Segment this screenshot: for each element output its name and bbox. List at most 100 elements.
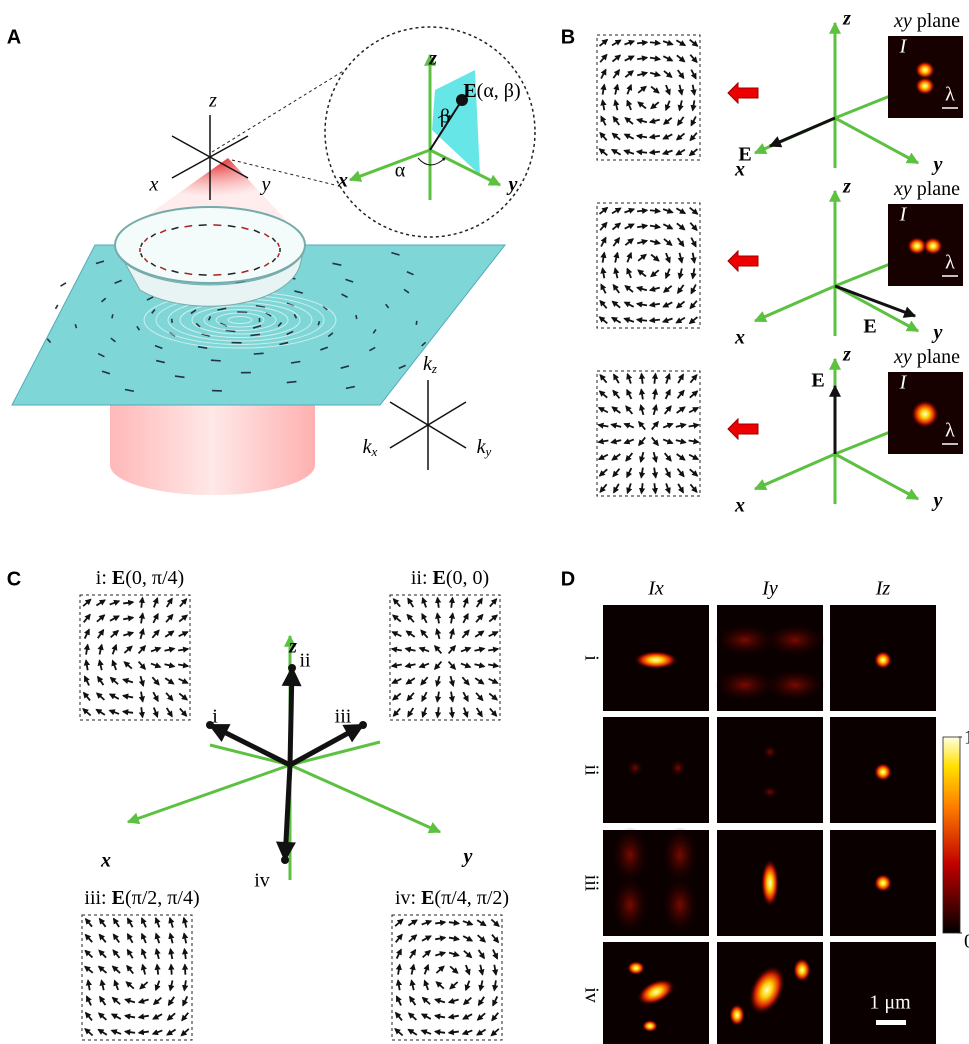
- field-arrow: [662, 438, 674, 445]
- axis-label: y: [507, 174, 518, 196]
- field-arrow: [179, 707, 188, 717]
- field-arrow: [140, 917, 147, 928]
- map-title-part: plane: [912, 346, 960, 368]
- field-arrow: [689, 38, 699, 47]
- field-arrow: [141, 932, 147, 944]
- axis-label: z: [288, 636, 297, 658]
- intensity-map: [603, 717, 709, 823]
- field-arrow: [600, 236, 607, 247]
- bowl-arrow: [140, 242, 144, 248]
- spot: [637, 978, 675, 1006]
- field-arrow: [418, 662, 430, 669]
- field-arrow: [152, 996, 162, 1006]
- field-arrow: [637, 269, 647, 278]
- field-arrow: [676, 54, 686, 63]
- arrow-tip: [281, 856, 289, 864]
- field-arrow: [448, 707, 455, 719]
- field-arrow: [599, 299, 608, 309]
- field-arrow: [109, 615, 120, 622]
- scale-symbol: λ: [945, 84, 955, 106]
- field-arrow: [600, 99, 607, 111]
- scale-label: 1 μm: [869, 992, 911, 1014]
- spot: [662, 827, 698, 883]
- field-arrow: [449, 965, 459, 974]
- inset-title-part: E: [112, 887, 125, 909]
- field-arrow: [126, 917, 134, 928]
- plane-arrow: [250, 333, 261, 337]
- field-arrow: [123, 631, 135, 638]
- field-arrow: [663, 405, 672, 415]
- field-arrow: [407, 1028, 418, 1036]
- inset-box: [596, 202, 701, 329]
- bowl-arrow: [241, 269, 249, 274]
- field-arrow: [82, 708, 92, 717]
- field-arrow: [182, 980, 189, 992]
- field-arrow: [611, 453, 621, 461]
- spot: [662, 877, 698, 933]
- field-arrow: [462, 707, 469, 719]
- field-arrow: [85, 995, 92, 1006]
- field-label-part: (α, β): [477, 80, 521, 102]
- field-arrow: [676, 453, 686, 461]
- field-arrow: [390, 662, 402, 669]
- field-arrow: [461, 1029, 473, 1036]
- bowl-arrow: [184, 272, 193, 276]
- plane: [11, 244, 507, 406]
- spot: [911, 400, 939, 428]
- field-arrow: [97, 628, 105, 639]
- field-arrow: [639, 404, 646, 416]
- ring: [215, 312, 265, 328]
- field-arrow: [83, 628, 90, 639]
- field-arrow: [663, 238, 673, 247]
- ring: [191, 305, 289, 335]
- field-arrow: [448, 691, 455, 703]
- axis: [834, 116, 920, 165]
- field-arrow: [448, 628, 455, 640]
- field-arrow: [138, 675, 145, 687]
- field-arrow: [447, 1029, 459, 1036]
- field-arrow: [126, 964, 134, 975]
- field-arrow: [448, 951, 460, 958]
- field-arrow: [137, 644, 147, 655]
- plane-arrow: [317, 321, 321, 326]
- field-arrow: [648, 317, 661, 324]
- bowl-arrow: [253, 266, 261, 271]
- plane-arrow: [197, 345, 208, 350]
- field-arrow: [675, 148, 686, 156]
- field-arrow: [95, 692, 105, 701]
- bowl-rim: [114, 206, 306, 284]
- field-arrow: [84, 933, 93, 943]
- field-arrow: [599, 38, 609, 47]
- field-arrow: [648, 301, 661, 308]
- field-arrow: [612, 237, 620, 247]
- spot: [874, 874, 892, 892]
- field-arrow: [689, 468, 699, 477]
- inset-box: [389, 594, 501, 721]
- field-arrow: [664, 84, 671, 96]
- field-arrow: [626, 83, 633, 95]
- inset-title-part: (π/4, π/2): [434, 887, 509, 909]
- field-arrow: [626, 267, 633, 279]
- field-arrow: [138, 691, 145, 703]
- axis-label: z: [842, 176, 851, 198]
- field-arrow: [475, 613, 484, 623]
- field-arrow: [420, 1029, 432, 1036]
- field-arrow: [423, 963, 430, 975]
- field-arrow: [168, 916, 175, 928]
- field-arrow: [179, 598, 188, 608]
- field-arrow: [610, 438, 622, 445]
- field-arrow: [611, 207, 622, 215]
- field-arrow: [626, 483, 633, 495]
- field-arrow: [409, 948, 417, 959]
- field-arrow: [164, 662, 176, 669]
- field-arrow: [624, 223, 635, 230]
- field-arrow: [690, 84, 697, 96]
- field-arrow: [690, 284, 697, 295]
- axis: [126, 763, 291, 825]
- field-arrow: [123, 1013, 136, 1020]
- field-arrow: [447, 997, 459, 1004]
- field-arrow: [462, 919, 474, 926]
- spot: [715, 669, 775, 701]
- inset-title-part: E: [433, 567, 446, 589]
- field-arrow: [182, 932, 189, 944]
